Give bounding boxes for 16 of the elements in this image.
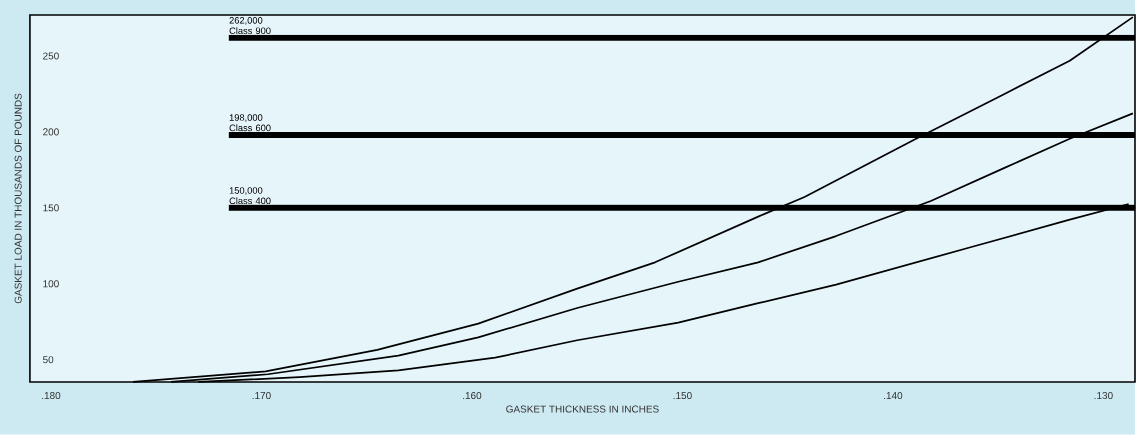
x-tick-label: .170 (252, 392, 271, 400)
x-tick-label: .160 (463, 392, 482, 400)
x-tick-label: .130 (1094, 392, 1113, 400)
x-tick-label: .150 (673, 392, 692, 400)
ref-line-label: 198,000 Class 600 (229, 114, 271, 132)
x-axis-title: GASKET THICKNESS IN INCHES (506, 405, 659, 413)
y-axis-title: GASKET LOAD IN THOUSANDS OF POUNDS (14, 93, 22, 304)
x-tick-label: .140 (884, 392, 903, 400)
y-tick-label: 50 (42, 356, 54, 364)
x-tick-label: .180 (42, 392, 61, 400)
y-tick-label: 200 (43, 128, 59, 136)
y-tick-label: 150 (43, 204, 59, 212)
ref-line-label: 262,000 Class 900 (229, 17, 271, 35)
y-tick-label: 250 (43, 52, 59, 60)
ref-line-label: 150,000 Class 400 (229, 187, 271, 205)
y-tick-label: 100 (43, 280, 59, 288)
